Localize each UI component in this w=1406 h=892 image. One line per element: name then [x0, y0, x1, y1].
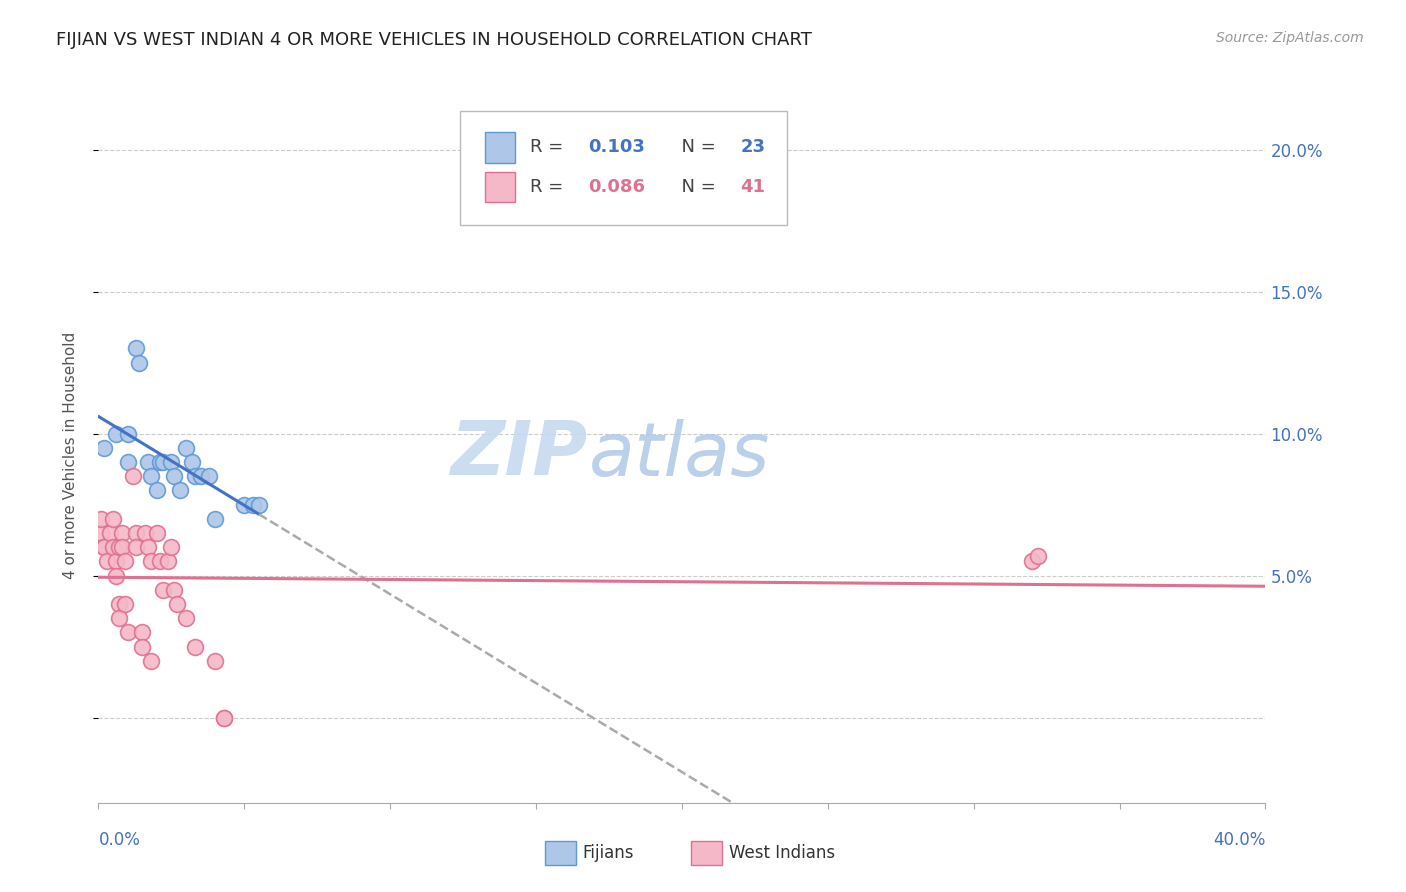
Point	[149, 554, 172, 568]
Point	[139, 654, 162, 668]
Point	[152, 455, 174, 469]
Point	[134, 526, 156, 541]
Point	[163, 582, 186, 597]
FancyBboxPatch shape	[460, 111, 787, 226]
FancyBboxPatch shape	[546, 841, 575, 864]
Point	[125, 540, 148, 554]
Text: FIJIAN VS WEST INDIAN 4 OR MORE VEHICLES IN HOUSEHOLD CORRELATION CHART: FIJIAN VS WEST INDIAN 4 OR MORE VEHICLES…	[56, 31, 813, 49]
Point	[242, 498, 264, 512]
Point	[101, 540, 124, 554]
Point	[180, 455, 202, 469]
Point	[157, 554, 180, 568]
Point	[108, 540, 131, 554]
Text: 0.0%: 0.0%	[98, 830, 141, 848]
Point	[131, 640, 153, 654]
Point	[212, 710, 235, 724]
Text: R =: R =	[530, 178, 569, 196]
Point	[1026, 549, 1049, 563]
Point	[90, 526, 112, 541]
Point	[174, 611, 197, 625]
Point	[190, 469, 212, 483]
Point	[160, 540, 183, 554]
Point	[204, 512, 226, 526]
Point	[122, 469, 145, 483]
Text: ZIP: ZIP	[451, 418, 589, 491]
FancyBboxPatch shape	[485, 172, 515, 202]
Text: 0.086: 0.086	[589, 178, 645, 196]
Point	[136, 455, 159, 469]
Point	[146, 526, 169, 541]
Point	[183, 469, 205, 483]
Point	[139, 554, 162, 568]
Text: atlas: atlas	[589, 419, 770, 491]
FancyBboxPatch shape	[692, 841, 721, 864]
Point	[108, 611, 131, 625]
Point	[149, 455, 172, 469]
Point	[136, 540, 159, 554]
Point	[104, 426, 127, 441]
Text: West Indians: West Indians	[728, 844, 835, 862]
Point	[111, 526, 134, 541]
Text: 41: 41	[741, 178, 765, 196]
Text: 40.0%: 40.0%	[1213, 830, 1265, 848]
Point	[101, 512, 124, 526]
Point	[125, 526, 148, 541]
Point	[128, 356, 150, 370]
Point	[204, 654, 226, 668]
Text: R =: R =	[530, 138, 569, 156]
Point	[117, 625, 139, 640]
Point	[96, 554, 118, 568]
Point	[174, 441, 197, 455]
FancyBboxPatch shape	[485, 132, 515, 162]
Point	[108, 597, 131, 611]
Point	[163, 469, 186, 483]
Point	[139, 469, 162, 483]
Point	[160, 455, 183, 469]
Point	[93, 540, 115, 554]
Y-axis label: 4 or more Vehicles in Household: 4 or more Vehicles in Household	[63, 331, 77, 579]
Point	[166, 597, 188, 611]
Text: 23: 23	[741, 138, 765, 156]
Text: N =: N =	[671, 138, 721, 156]
Point	[114, 554, 136, 568]
Point	[233, 498, 256, 512]
Point	[117, 455, 139, 469]
Point	[93, 540, 115, 554]
Text: N =: N =	[671, 178, 721, 196]
Point	[111, 540, 134, 554]
Point	[131, 625, 153, 640]
Point	[125, 342, 148, 356]
Point	[247, 498, 270, 512]
Point	[169, 483, 191, 498]
Point	[98, 526, 121, 541]
Text: 0.103: 0.103	[589, 138, 645, 156]
Point	[1021, 554, 1043, 568]
Point	[104, 554, 127, 568]
Point	[90, 512, 112, 526]
Text: Source: ZipAtlas.com: Source: ZipAtlas.com	[1216, 31, 1364, 45]
Point	[146, 483, 169, 498]
Point	[198, 469, 221, 483]
Point	[212, 710, 235, 724]
Point	[93, 441, 115, 455]
Point	[114, 597, 136, 611]
Point	[183, 640, 205, 654]
Point	[117, 426, 139, 441]
Point	[152, 582, 174, 597]
Point	[104, 568, 127, 582]
Text: Fijians: Fijians	[582, 844, 634, 862]
